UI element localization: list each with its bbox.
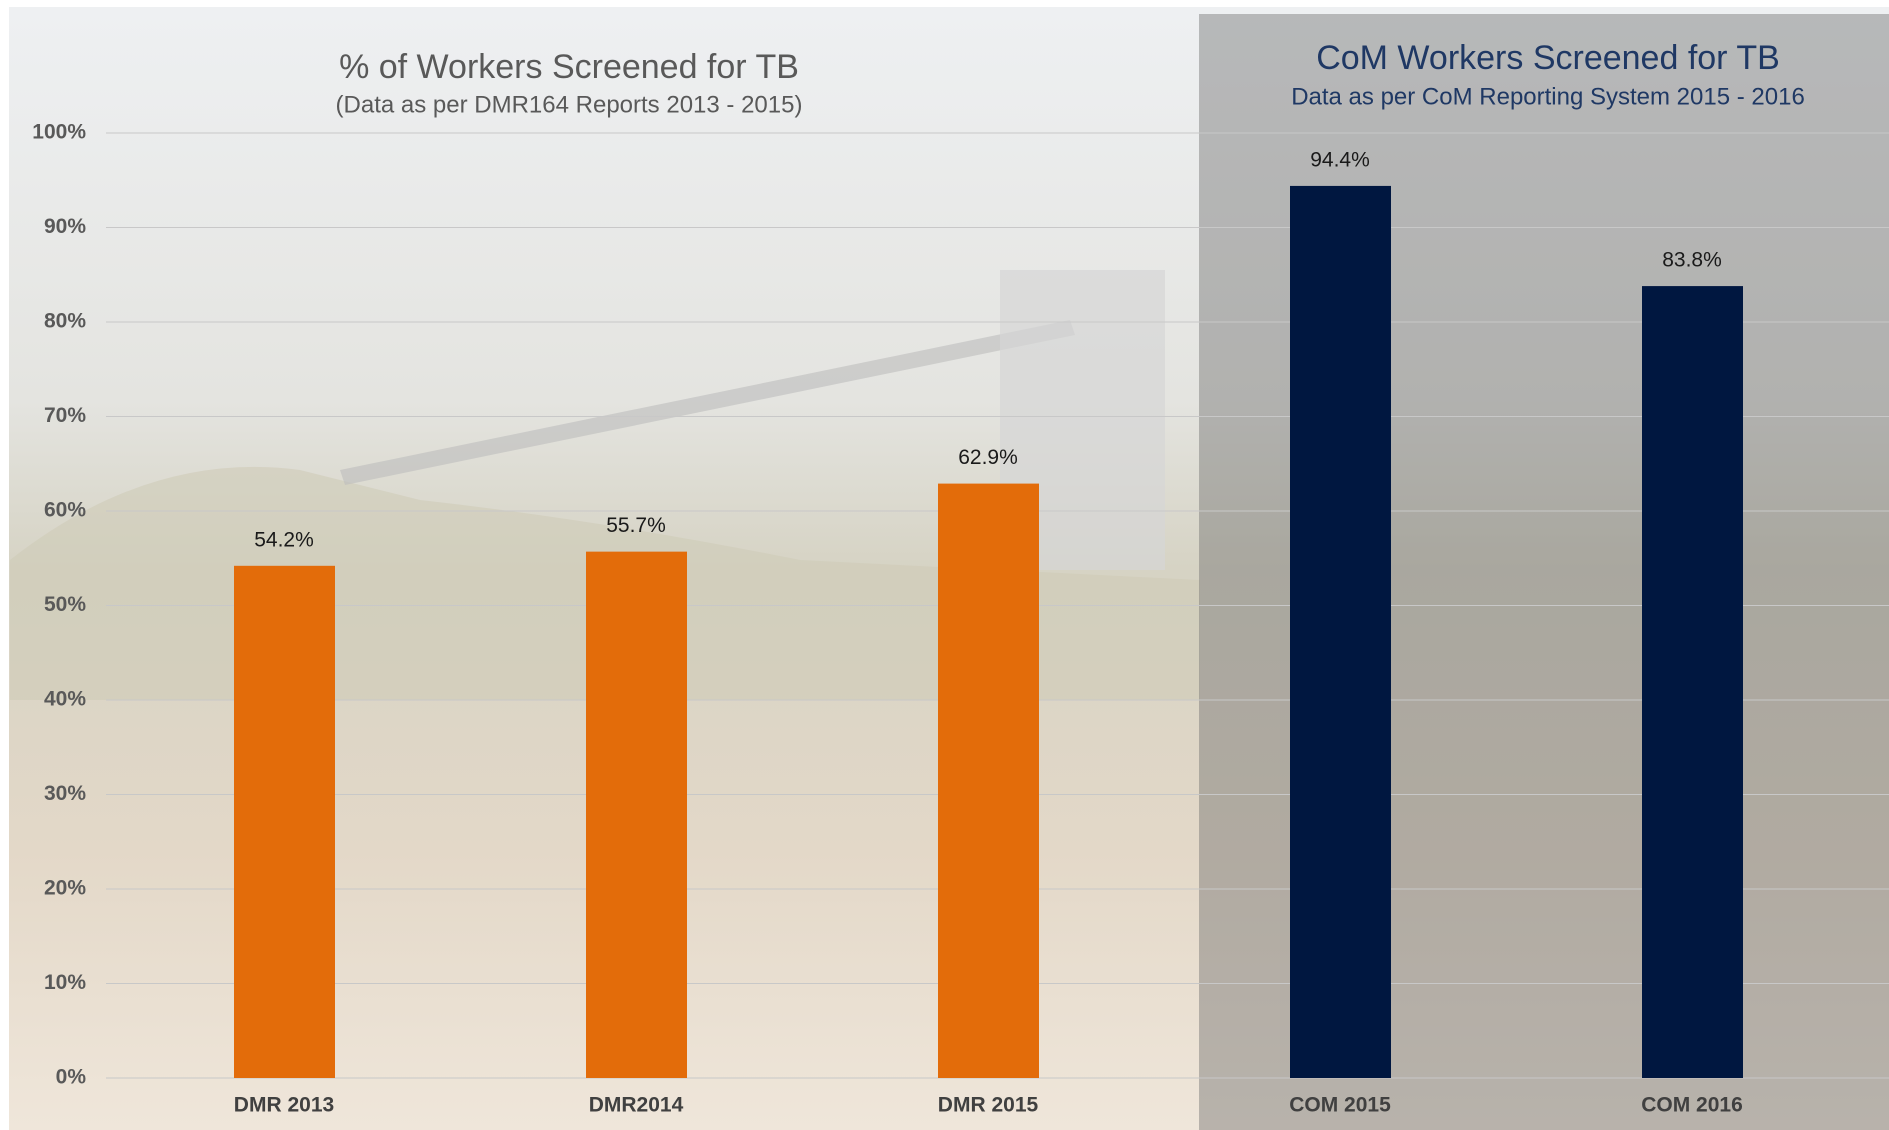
y-tick-label: 80% [44, 310, 86, 333]
right-subtitle: Data as per CoM Reporting System 2015 - … [1291, 83, 1805, 110]
right-title: CoM Workers Screened for TB [1316, 39, 1780, 77]
value-label: 94.4% [1310, 148, 1370, 171]
y-tick-label: 0% [56, 1066, 87, 1089]
x-tick-label: DMR 2013 [234, 1094, 334, 1117]
y-tick-label: 40% [44, 688, 86, 711]
background-conveyor [340, 320, 1075, 485]
x-tick-label: DMR2014 [589, 1094, 684, 1117]
value-label: 55.7% [606, 514, 666, 537]
x-tick-label: COM 2015 [1289, 1094, 1391, 1117]
chart-title: % of Workers Screened for TB [339, 48, 799, 86]
bar [938, 483, 1039, 1079]
y-tick-label: 60% [44, 499, 86, 522]
y-tick-label: 30% [44, 782, 86, 805]
value-label: 62.9% [958, 446, 1018, 469]
bar [1290, 185, 1391, 1079]
y-tick-label: 70% [44, 404, 86, 427]
x-tick-label: COM 2016 [1641, 1094, 1743, 1117]
bar [1642, 286, 1743, 1079]
x-tick-label: DMR 2015 [938, 1094, 1039, 1117]
bar [234, 565, 335, 1078]
value-label: 54.2% [254, 528, 314, 551]
value-label: 83.8% [1662, 249, 1722, 272]
chart-subtitle: (Data as per DMR164 Reports 2013 - 2015) [336, 91, 803, 118]
y-tick-label: 100% [32, 121, 86, 144]
y-tick-label: 20% [44, 877, 86, 900]
bar [586, 551, 687, 1078]
y-tick-label: 90% [44, 215, 86, 238]
y-tick-label: 10% [44, 971, 86, 994]
y-tick-label: 50% [44, 593, 86, 616]
